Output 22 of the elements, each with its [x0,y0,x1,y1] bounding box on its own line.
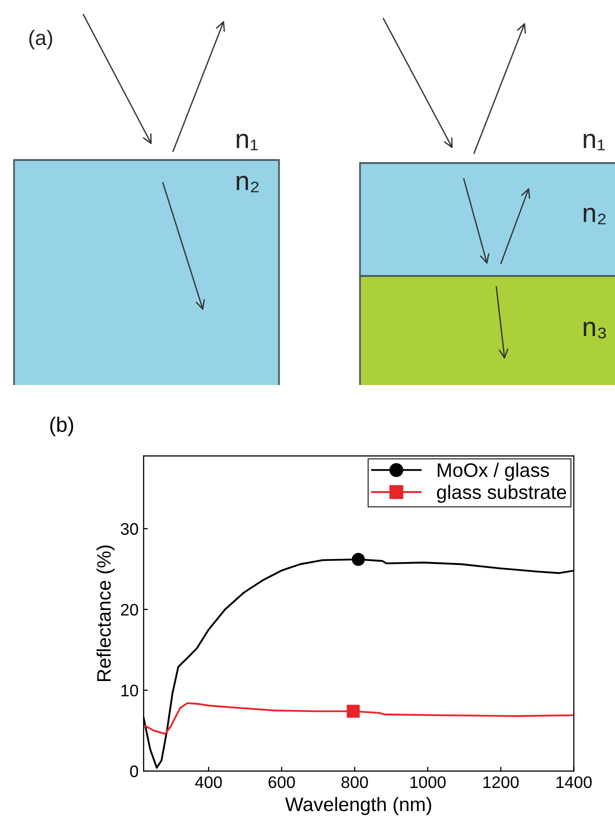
text: n₁ [236,134,258,150]
line-series [144,702,574,735]
text: n₁ [584,134,605,150]
text: (a) [29,30,52,50]
x-tick-label: 1400 [556,776,592,788]
x-tick-label: 800 [342,776,368,788]
legend-label: MoOx / glass [438,462,549,481]
y-tick-label: 0 [130,765,138,778]
y-tick-label: 30 [120,523,138,535]
text: n₃ [584,322,606,338]
x-axis-title: Wavelength (nm) [285,796,432,816]
y-tick-label: 20 [121,604,138,616]
legend-label: glass substrate [437,484,566,503]
y-axis-title: Reflectance (%) [96,546,115,682]
x-tick-label: 1000 [410,776,446,788]
text: n₂ [236,176,259,192]
x-tick-label: 400 [195,776,222,788]
x-tick-label: 600 [268,776,295,788]
text: n₂ [584,208,606,224]
y-tick-label: 10 [121,684,138,696]
chart-title: (b) [50,416,74,436]
x-tick-label: 1200 [483,776,519,788]
